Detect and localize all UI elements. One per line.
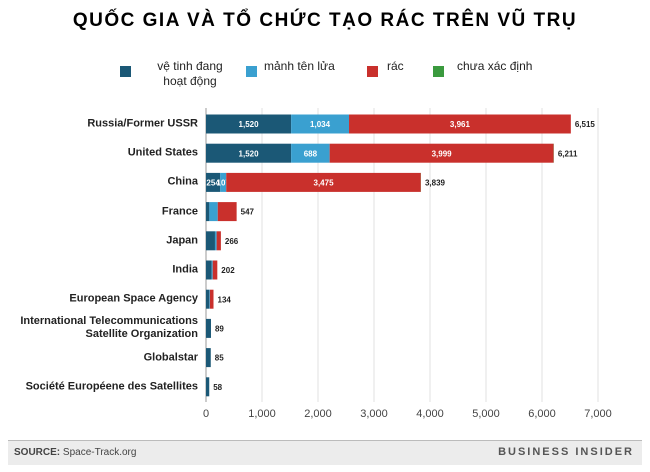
bar-segment (226, 172, 421, 192)
total-label: 3,839 (425, 179, 446, 188)
legend-label: rác (387, 59, 404, 73)
total-label: 6,515 (575, 120, 596, 129)
total-label: 134 (218, 295, 232, 304)
bar-segment (206, 377, 210, 397)
bar-segment (206, 318, 211, 338)
segment-label: 3,961 (450, 120, 471, 129)
bar-segment (291, 143, 330, 163)
x-tick-label: 7,000 (584, 408, 612, 420)
bar-segment (214, 231, 217, 251)
bar-segment (209, 202, 218, 222)
bar-segment (217, 202, 237, 222)
segment-label: 1,520 (239, 149, 260, 158)
legend-label: chưa xác định (457, 59, 533, 73)
source-text: Space-Track.org (62, 447, 137, 458)
bar-segment (206, 289, 210, 309)
chart-title: QUỐC GIA VÀ TỔ CHỨC TẠO RÁC TRÊN VŨ TRỤ (72, 10, 578, 31)
legend-label: mảnh tên lửa (264, 59, 335, 73)
bar-segment (349, 114, 571, 134)
footer: SOURCE: Space-Track.org BUSINESS INSIDER (8, 440, 642, 465)
bar-segment (206, 172, 221, 192)
legend-swatch (246, 66, 257, 77)
category-label: Globalstar (143, 351, 198, 364)
x-tick-label: 2,000 (304, 408, 332, 420)
total-label: 58 (213, 383, 222, 392)
x-tick-label: 5,000 (472, 408, 500, 420)
segment-label: 688 (304, 149, 318, 158)
bar-segment (209, 289, 214, 309)
bar-segment (206, 348, 211, 368)
bar-segment (212, 260, 218, 280)
bar-segment (206, 143, 292, 163)
source-label: SOURCE: (14, 447, 61, 458)
category-label: Société Européene des Satellites (25, 380, 198, 393)
source: SOURCE: Space-Track.org (14, 447, 136, 458)
x-tick-label: 3,000 (360, 408, 388, 420)
segment-label: 1,520 (239, 120, 260, 129)
bar-segment (209, 289, 210, 309)
category-label: France (161, 205, 198, 218)
total-label: 85 (215, 354, 224, 363)
category-label: International Telecommunications Satelli… (20, 315, 198, 341)
legend-swatch (367, 66, 378, 77)
bar-segment (206, 202, 210, 222)
legend-label: vệ tinh đang hoạt động (157, 59, 223, 88)
segment-label: 107 (217, 179, 231, 188)
bar-segment (211, 260, 213, 280)
total-label: 547 (241, 208, 255, 217)
category-label: Japan (166, 234, 198, 247)
category-label: India (172, 263, 198, 276)
bar-segment (220, 172, 227, 192)
category-label: China (167, 175, 198, 188)
total-label: 89 (215, 325, 224, 334)
bar-segment (206, 260, 212, 280)
total-label: 266 (225, 237, 239, 246)
segment-label: 3,475 (314, 179, 335, 188)
category-label: United States (127, 146, 198, 159)
x-tick-label: 1,000 (248, 408, 276, 420)
bar-segment (206, 231, 215, 251)
bar-segment (329, 143, 554, 163)
bar-segment (291, 114, 350, 134)
x-tick-label: 6,000 (528, 408, 556, 420)
legend-swatch (433, 66, 444, 77)
legend-swatch (120, 66, 131, 77)
bar-segment (206, 114, 292, 134)
total-label: 202 (221, 266, 235, 275)
segment-label: 254 (206, 179, 220, 188)
total-label: 6,211 (558, 149, 578, 158)
bar-segment (216, 231, 221, 251)
brand: BUSINESS INSIDER (498, 446, 634, 458)
category-label: European Space Agency (69, 292, 198, 305)
category-label: Russia/Former USSR (87, 117, 198, 130)
x-tick-label: 0 (203, 408, 209, 420)
x-tick-label: 4,000 (416, 408, 444, 420)
segment-label: 3,999 (432, 149, 453, 158)
segment-label: 1,034 (310, 120, 331, 129)
